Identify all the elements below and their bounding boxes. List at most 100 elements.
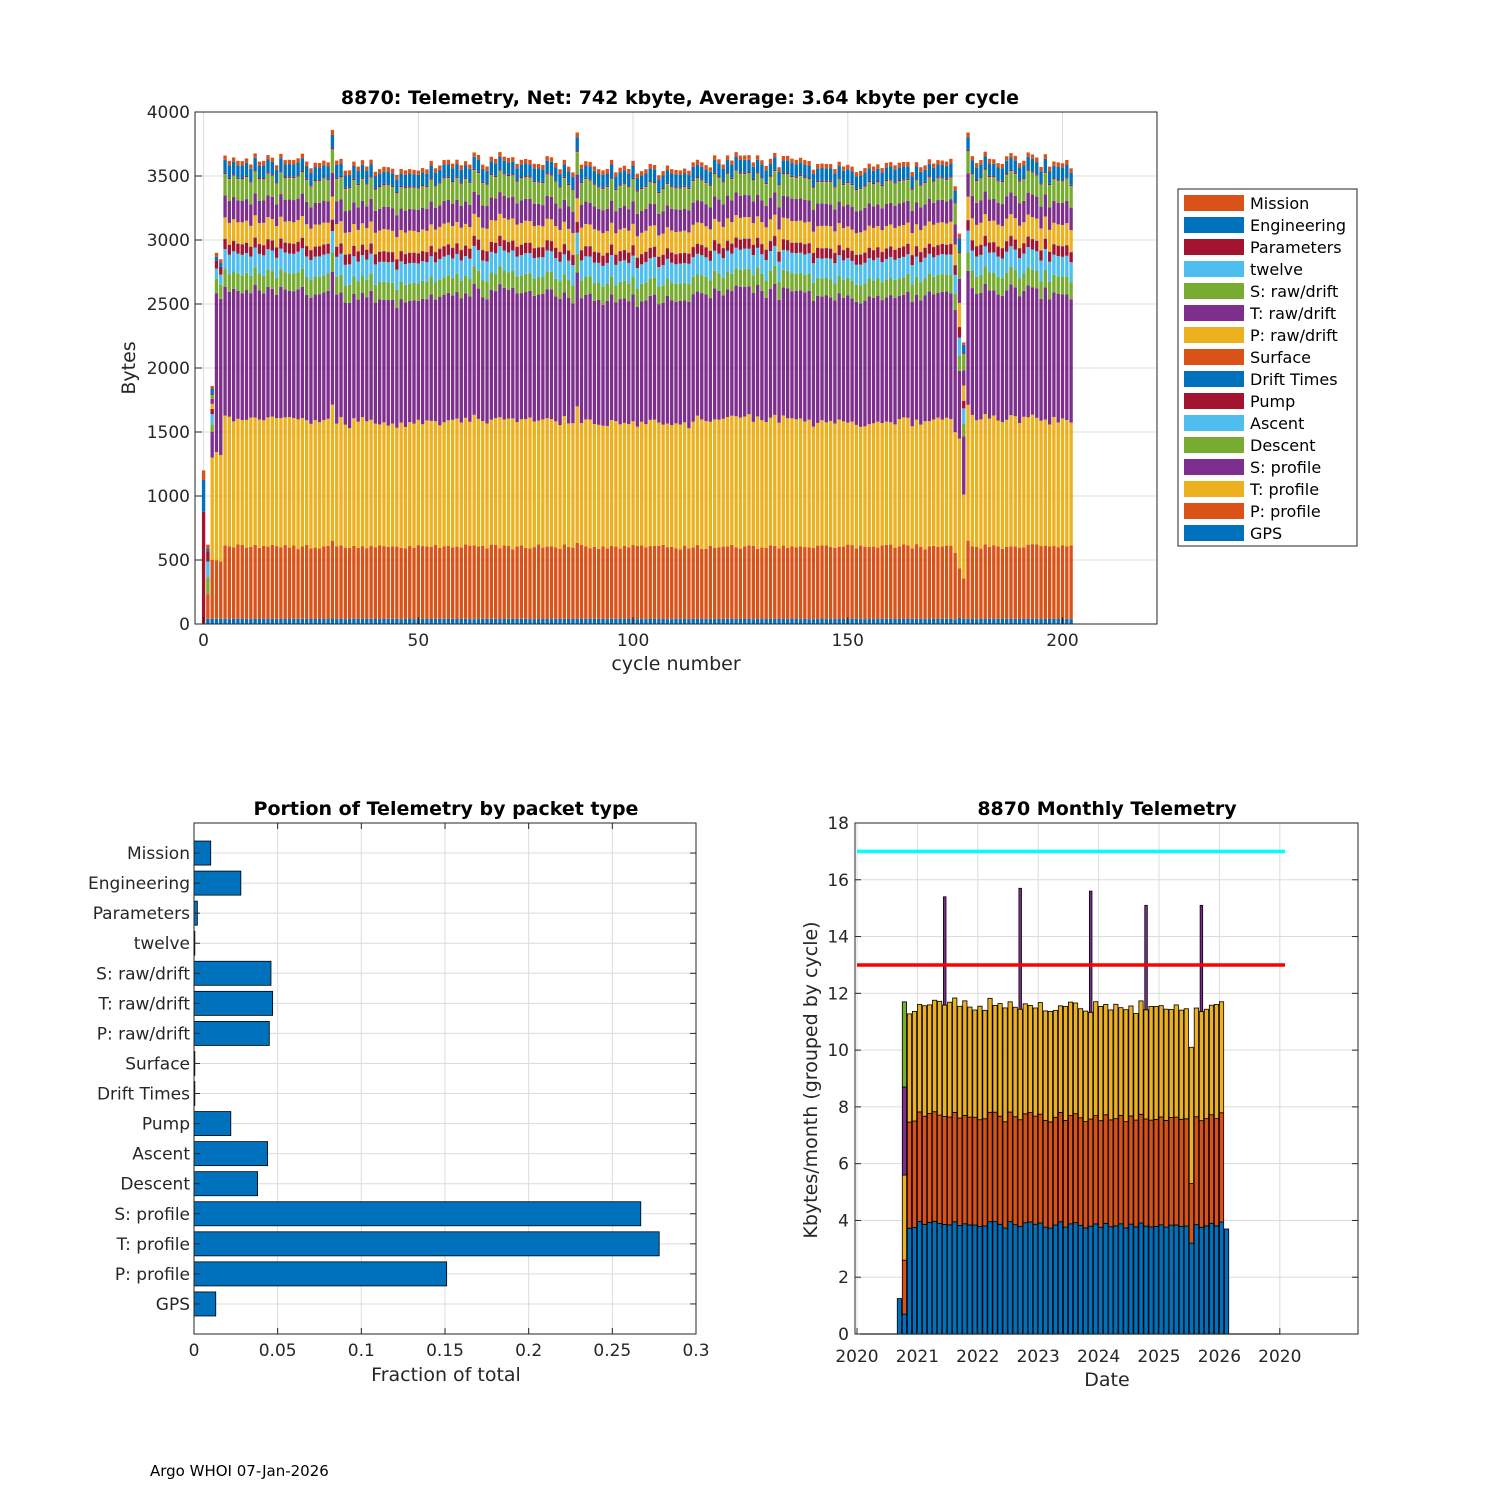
top-bar-segment <box>433 172 438 186</box>
top-bar-segment <box>584 165 588 178</box>
top-bar-segment <box>579 260 584 281</box>
top-bar-segment <box>322 419 326 547</box>
br-bar-segment <box>1168 1117 1174 1226</box>
top-bar-segment <box>493 253 498 274</box>
top-bar-segment <box>481 280 485 298</box>
top-bar-segment <box>657 304 661 423</box>
br-bar-segment <box>932 1220 938 1335</box>
top-bar-segment <box>635 619 640 624</box>
top-bar-segment <box>932 224 936 247</box>
top-bar-segment <box>412 300 416 424</box>
top-bar-segment <box>966 618 970 624</box>
top-bar-segment <box>511 218 515 241</box>
top-bar-segment <box>893 424 897 548</box>
top-bar-segment <box>712 288 717 420</box>
top-bar-segment <box>416 545 420 619</box>
top-bar-segment <box>1035 240 1039 252</box>
top-bar-segment <box>648 168 652 182</box>
top-bar-segment <box>1069 282 1073 300</box>
top-bar-segment <box>386 167 390 172</box>
top-bar-segment <box>412 186 416 188</box>
top-bar-segment <box>227 274 232 292</box>
top-bar-segment <box>974 181 979 203</box>
top-bar-segment <box>287 176 292 178</box>
top-bar-segment <box>867 424 871 548</box>
top-bar-segment <box>743 194 747 217</box>
top-bar-segment <box>309 423 313 549</box>
br-bar-segment <box>1017 1119 1023 1228</box>
top-bar-segment <box>1043 269 1048 288</box>
top-bar-segment <box>1035 288 1039 418</box>
top-bar-segment <box>545 546 549 619</box>
top-bar-segment <box>760 244 764 255</box>
top-bar-segment <box>451 295 455 420</box>
top-bar-segment <box>884 181 889 204</box>
top-bar-segment <box>283 272 287 290</box>
top-bar-segment <box>481 183 485 206</box>
top-bar-segment <box>768 241 773 252</box>
top-bar-segment <box>940 222 944 244</box>
top-bar-segment <box>579 204 584 228</box>
top-bar-segment <box>541 183 545 206</box>
top-bar-segment <box>223 239 227 250</box>
top-bar-segment <box>519 275 524 294</box>
top-bar-segment <box>1043 619 1048 624</box>
top-bar-segment <box>970 250 975 271</box>
top-bar-segment <box>532 258 536 279</box>
top-bar-segment <box>382 422 386 547</box>
top-bar-segment <box>240 200 244 223</box>
top-bar-segment <box>1026 267 1030 286</box>
top-bar-segment <box>884 167 889 180</box>
top-bar-segment <box>828 619 833 624</box>
top-bar-segment <box>901 618 906 624</box>
top-bar-segment <box>867 619 871 624</box>
top-bar-segment <box>1022 547 1026 619</box>
br-bar-segment <box>1118 1007 1124 1116</box>
top-bar-segment <box>554 226 558 248</box>
legend-swatch <box>1184 503 1244 519</box>
top-bar-segment <box>442 178 446 202</box>
top-bar-segment <box>798 619 803 624</box>
top-bar-segment <box>420 172 425 186</box>
top-bar-segment <box>627 547 631 619</box>
top-bar-segment <box>451 547 455 619</box>
top-bar-segment <box>627 262 631 284</box>
top-bar-segment <box>1043 194 1048 217</box>
top-bar-segment <box>794 253 798 274</box>
legend-label: Parameters <box>1250 238 1342 257</box>
top-bar-segment <box>300 546 305 619</box>
br-y-tick-label: 6 <box>838 1155 849 1175</box>
top-bar-segment <box>674 423 678 549</box>
top-bar-segment <box>236 160 240 166</box>
top-bar-segment <box>472 266 476 284</box>
legend-swatch <box>1184 459 1244 475</box>
top-bar-segment <box>1030 239 1035 250</box>
top-bar-segment <box>695 164 700 178</box>
top-bar-segment <box>339 243 343 254</box>
top-bar-segment <box>605 187 609 209</box>
bl-category-label: GPS <box>156 1295 190 1315</box>
top-bar-segment <box>1026 247 1030 268</box>
top-bar-segment <box>300 172 305 194</box>
top-bar-segment <box>764 280 768 298</box>
top-bar-segment <box>412 262 416 283</box>
top-bar-segment <box>670 619 674 624</box>
top-bar-segment <box>820 203 824 226</box>
top-bar-segment <box>365 548 369 619</box>
top-bar-segment <box>614 421 618 547</box>
top-bar-segment <box>472 170 476 192</box>
top-bar-segment <box>485 261 489 282</box>
top-bar-segment <box>399 208 403 231</box>
top-bar-segment <box>923 183 927 205</box>
top-bar-segment <box>274 277 279 295</box>
top-bar-segment <box>377 208 382 231</box>
top-bar-segment <box>906 162 910 167</box>
top-bar-segment <box>528 176 532 178</box>
br-bar-segment <box>932 1111 938 1222</box>
legend-label: Engineering <box>1250 216 1346 235</box>
top-bar-segment <box>901 417 906 545</box>
top-bar-segment <box>906 178 910 180</box>
top-bar-segment <box>459 169 463 183</box>
top-bar-segment <box>485 618 489 624</box>
top-bar-segment <box>983 191 987 215</box>
